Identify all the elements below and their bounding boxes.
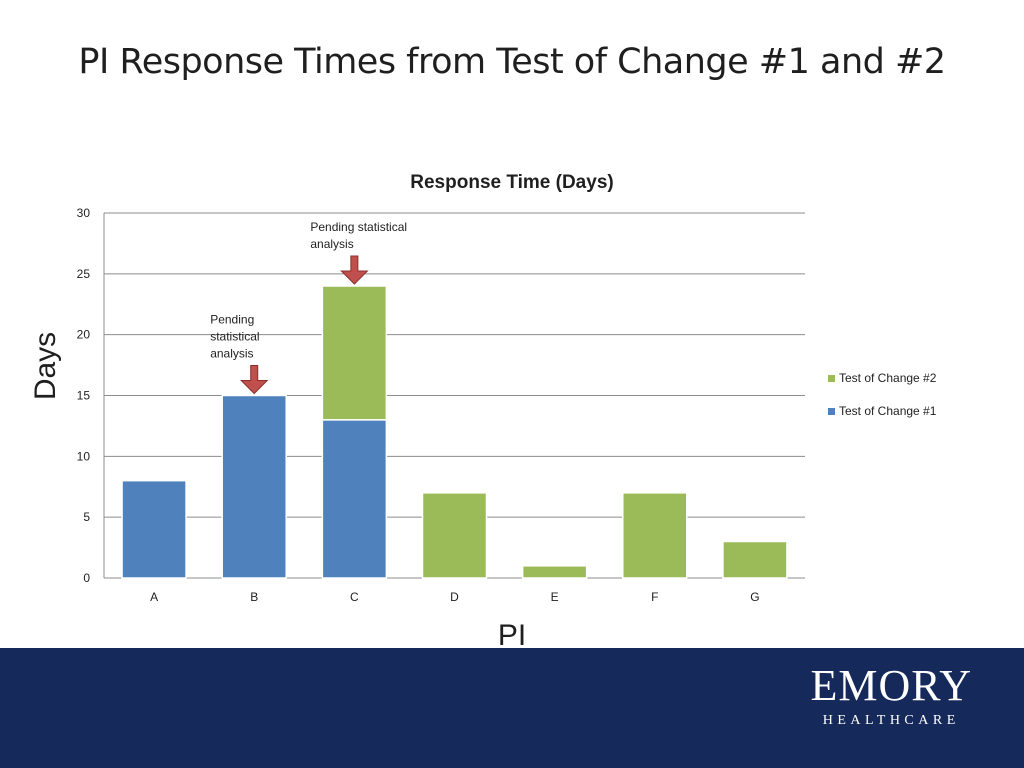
response-time-chart: Response Time (Days) Days PI 0 5 10 15 20 25 3… (29, 172, 937, 648)
y-tick-label: 10 (77, 449, 91, 463)
y-tick-label: 0 (83, 571, 90, 585)
logo-subtitle: HEALTHCARE (822, 713, 960, 728)
annotations: Pending statistical analysis Pending statis… (210, 220, 407, 395)
annotation-text: statistical (210, 330, 259, 344)
x-tick-label: A (150, 590, 158, 604)
bar (521, 565, 588, 579)
y-tick-label: 30 (77, 206, 91, 220)
arrow-down-icon (240, 365, 269, 395)
legend: Test of Change #2 Test of Change #1 (828, 371, 937, 418)
annotation-text: analysis (210, 347, 253, 361)
bar (722, 540, 788, 579)
y-tick-label: 15 (77, 389, 91, 403)
x-tick-label: G (750, 590, 759, 604)
annotation-text: Pending (210, 313, 254, 327)
y-axis-label: Days (29, 332, 62, 400)
emory-healthcare-logo: EMORY HEALTHCARE (811, 662, 972, 730)
y-tick-label: 5 (83, 510, 90, 524)
chart-title: Response Time (Days) (410, 172, 613, 193)
annotation-text: analysis (310, 237, 353, 251)
y-tick-label: 20 (77, 328, 91, 342)
bar (321, 419, 388, 579)
legend-swatch (828, 375, 835, 382)
footer-band: EMORY HEALTHCARE (0, 648, 1024, 768)
x-tick-label: D (450, 590, 459, 604)
legend-label: Test of Change #1 (839, 404, 937, 418)
bar (321, 285, 388, 421)
x-tick-label: E (551, 590, 559, 604)
bar (221, 394, 287, 579)
legend-swatch (828, 408, 835, 415)
x-tick-label: C (350, 590, 359, 604)
bars (121, 285, 788, 579)
x-axis-label: PI (498, 619, 526, 648)
annotation-text: Pending statistical (310, 220, 407, 234)
bar (421, 492, 488, 579)
slide-title: PI Response Times from Test of Change #1… (78, 42, 946, 82)
legend-label: Test of Change #2 (839, 371, 937, 385)
x-tick-label: B (250, 590, 258, 604)
bar (622, 492, 688, 579)
y-tick-label: 25 (77, 267, 91, 281)
arrow-down-icon (340, 255, 369, 285)
x-tick-label: F (651, 590, 658, 604)
bar (121, 479, 187, 579)
axes: 0 5 10 15 20 25 30 A B C D E F G (77, 206, 760, 604)
logo-name: EMORY (810, 661, 972, 710)
